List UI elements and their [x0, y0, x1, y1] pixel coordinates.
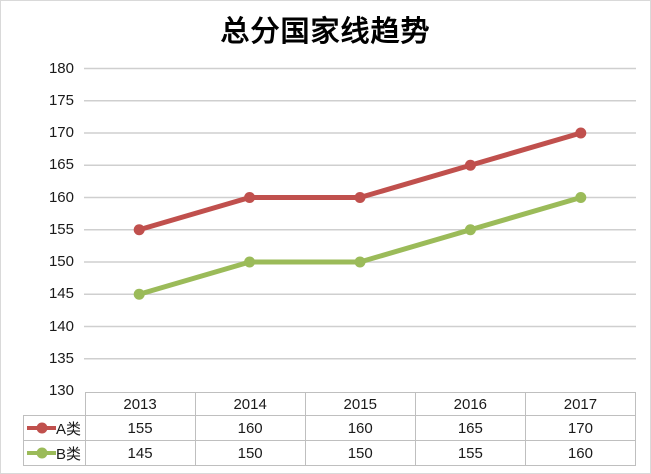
y-axis-tick-label: 160 — [48, 188, 74, 206]
y-axis-tick-label: 155 — [48, 220, 74, 238]
table-row-A类: A类 155 160 160 165 170 — [23, 415, 637, 441]
data-table: 2013 2014 2015 2016 2017 A类 155 160 160 165 170 B类 1… — [23, 392, 637, 466]
value-cell: 155 — [84, 415, 196, 441]
year-header-cell: 2014 — [194, 392, 306, 416]
value-cell: 145 — [84, 440, 196, 466]
y-axis: 180 175 170 165 160 155 150 145 140 135 130 — [1, 1, 74, 473]
value-cell: 160 — [194, 415, 306, 441]
y-axis-tick-label: 150 — [48, 253, 74, 270]
data-point-marker — [244, 256, 256, 268]
data-point-marker — [575, 127, 587, 139]
data-point-marker — [575, 192, 587, 203]
y-axis-tick-label: 180 — [48, 59, 74, 77]
value-cell: 150 — [304, 440, 416, 466]
year-header-cell: 2015 — [304, 392, 416, 416]
year-header-cell: 2013 — [84, 392, 196, 416]
data-point-marker — [133, 224, 145, 236]
data-point-marker — [354, 256, 366, 268]
value-cell: 165 — [414, 415, 526, 441]
value-cell: 150 — [194, 440, 306, 466]
table-header-row: 2013 2014 2015 2016 2017 — [24, 392, 637, 416]
y-axis-tick-label: 130 — [48, 382, 74, 399]
year-header-cell: 2017 — [524, 392, 637, 416]
y-axis-tick-label: 175 — [48, 91, 74, 109]
legend-key-icon — [27, 422, 56, 435]
data-point-marker — [354, 192, 366, 203]
table-row-B类: B类 145 150 150 155 160 — [23, 440, 637, 466]
y-axis-tick-label: 170 — [48, 124, 74, 141]
legend-cell: A类 — [23, 415, 86, 441]
value-cell: 160 — [524, 440, 637, 466]
value-cell: 160 — [304, 415, 416, 441]
y-axis-tick-label: 145 — [48, 285, 74, 303]
data-point-marker — [244, 192, 256, 203]
line-chart-plot — [84, 67, 636, 360]
value-cell: 170 — [524, 415, 637, 441]
legend-key-icon — [27, 447, 56, 460]
legend-label: B类 — [56, 445, 82, 463]
data-point-marker — [464, 224, 476, 236]
legend-label: A类 — [56, 420, 82, 438]
year-header-cell: 2016 — [414, 392, 526, 416]
y-axis-tick-label: 135 — [48, 349, 74, 367]
table-corner-cell — [24, 393, 86, 416]
y-axis-tick-label: 165 — [48, 156, 74, 174]
y-axis-tick-label: 140 — [48, 317, 74, 335]
chart-title: 总分国家线趋势 — [220, 14, 431, 48]
value-cell: 155 — [414, 440, 526, 466]
legend-cell: B类 — [23, 440, 86, 466]
data-point-marker — [464, 159, 476, 171]
data-point-marker — [133, 288, 145, 300]
